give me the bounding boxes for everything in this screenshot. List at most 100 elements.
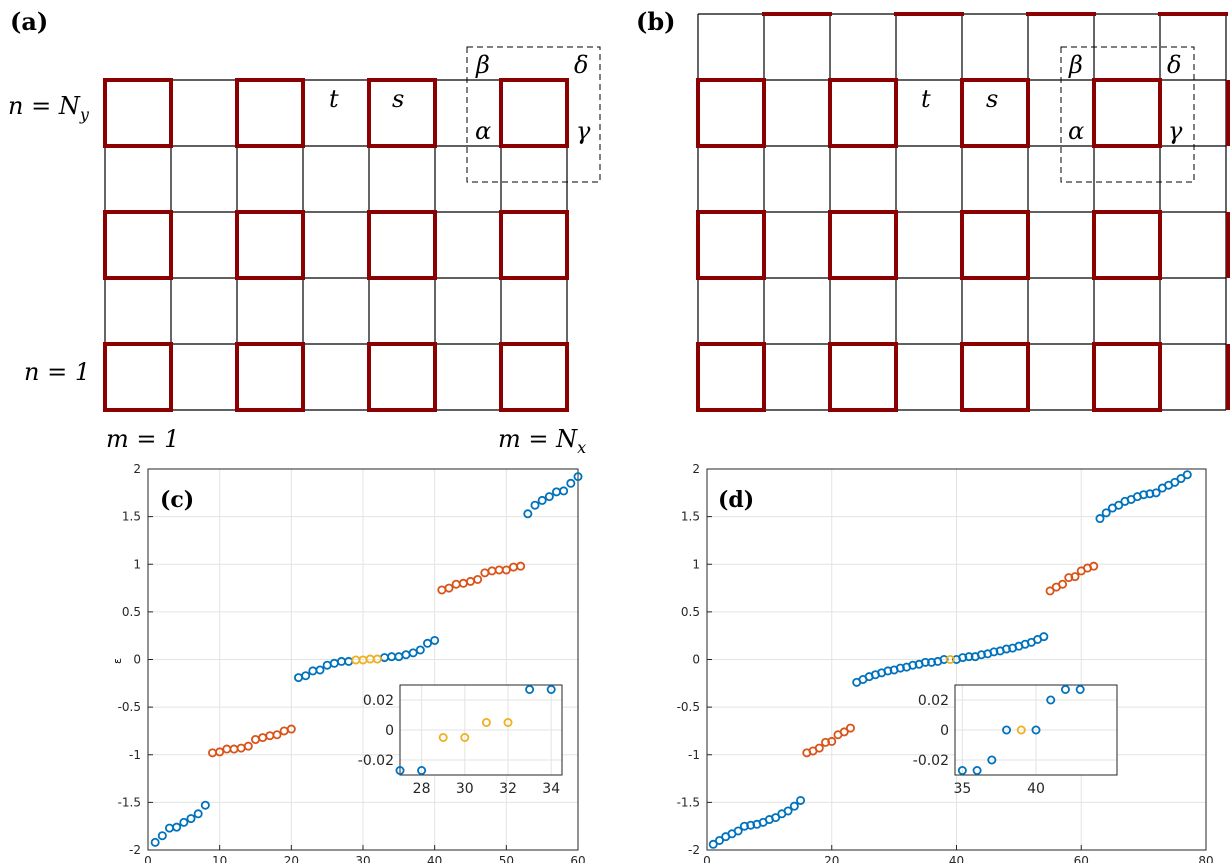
inset-x-tick-label: 34 <box>542 781 560 797</box>
data-point-blue <box>1039 632 1049 642</box>
y-tick-label: -1 <box>129 748 141 762</box>
plaquette <box>960 342 1030 412</box>
data-point-blue <box>157 831 167 841</box>
data-point-orange <box>814 743 824 753</box>
inset-point-yellow <box>481 718 491 728</box>
data-point-blue <box>789 801 799 811</box>
plaquette <box>1092 78 1162 148</box>
data-point-blue <box>430 635 440 645</box>
data-point-orange <box>215 747 225 757</box>
plaquette <box>696 342 766 412</box>
data-point-orange <box>1089 561 1099 571</box>
x-tick-label: 0 <box>144 854 152 863</box>
data-point-blue <box>573 472 583 482</box>
label-n-top: n = Ny <box>8 92 90 124</box>
data-point-orange <box>839 727 849 737</box>
inset-y-tick-label: 0.02 <box>918 693 949 709</box>
data-point-orange <box>827 736 837 746</box>
data-point-blue <box>939 655 949 665</box>
panel-label-a: (a) <box>10 7 48 36</box>
inset-point-yellow <box>438 733 448 743</box>
x-tick-label: 60 <box>1074 854 1089 863</box>
plaquette <box>960 78 1030 148</box>
data-point-blue <box>172 822 182 832</box>
data-point-blue <box>186 814 196 824</box>
plaquette <box>696 78 766 148</box>
data-point-blue <box>150 837 160 847</box>
data-point-blue <box>1176 474 1186 484</box>
x-tick-label: 80 <box>1198 854 1213 863</box>
y-tick-label: -1.5 <box>118 795 141 809</box>
data-point-orange <box>1058 579 1068 589</box>
y-tick-label: -0.5 <box>118 700 141 714</box>
plaquette <box>696 210 766 280</box>
inset-point-blue <box>1031 725 1041 735</box>
data-point-blue <box>1095 514 1105 524</box>
inset-point-blue <box>1002 725 1012 735</box>
data-point-orange <box>444 583 454 593</box>
inset-point-blue <box>972 766 982 776</box>
y-tick-label: 2 <box>692 462 700 476</box>
data-point-blue <box>1101 508 1111 518</box>
data-point-orange <box>243 741 253 751</box>
inset-point-blue <box>417 766 427 776</box>
x-tick-label: 20 <box>284 854 299 863</box>
data-point-blue <box>1182 470 1192 480</box>
chart-c: 0 10 20 30 40 50 60 -2 -1.5 -1 -0.5 0 0.5 1 1.5 2 28 30 32… <box>118 462 586 863</box>
plaquette <box>960 210 1030 280</box>
plaquette <box>828 210 898 280</box>
data-point-orange <box>516 561 526 571</box>
plaquette <box>235 210 305 280</box>
data-point-blue <box>315 665 325 675</box>
x-tick-label: 30 <box>355 854 370 863</box>
label-hop-t-b: t <box>921 85 931 113</box>
data-point-blue <box>796 795 806 805</box>
label-gamma-a: γ <box>576 117 591 145</box>
chart-d: 0 20 40 60 80 -2 -1.5 -1 -0.5 0 0.5 1 1.5 2 35 40 0.02 0 -… <box>677 462 1214 863</box>
data-point-blue <box>1151 488 1161 498</box>
inset: 28 30 32 34 0.02 0 -0.02 <box>358 684 563 797</box>
x-tick-label: 60 <box>570 854 585 863</box>
inset-x-tick-label: 28 <box>413 781 431 797</box>
data-point-blue <box>193 809 203 819</box>
label-beta-b: β <box>1068 51 1083 79</box>
x-tick-label: 0 <box>703 854 711 863</box>
inset-x-tick-label: 35 <box>953 781 971 797</box>
panel-label-b: (b) <box>636 7 676 36</box>
label-n-bottom: n = 1 <box>24 358 90 386</box>
y-tick-label: -2 <box>129 843 141 857</box>
inset-point-yellow <box>460 733 470 743</box>
inset-point-yellow <box>1016 725 1026 735</box>
plaquette <box>499 342 569 412</box>
inset-x-tick-label: 40 <box>1027 781 1045 797</box>
data-point-blue <box>415 645 425 655</box>
panel-label-d: (d) <box>718 487 754 513</box>
y-tick-label: 2 <box>133 462 141 476</box>
plaquette <box>235 78 305 148</box>
data-point-blue <box>714 835 724 845</box>
y-tick-label: 0 <box>692 653 700 667</box>
data-point-blue <box>530 500 540 510</box>
panel-label-c: (c) <box>160 487 194 513</box>
data-point-blue <box>422 638 432 648</box>
lattice-a <box>103 46 601 412</box>
inset-y-tick-label: 0 <box>940 723 949 739</box>
data-point-orange <box>501 565 511 575</box>
plaquette <box>367 210 437 280</box>
y-tick-label: -0.5 <box>677 700 700 714</box>
unit-cell-box <box>466 46 601 183</box>
label-m-right: m = Nx <box>498 425 586 457</box>
inset-point-blue <box>395 766 405 776</box>
y-tick-label: 1 <box>133 557 141 571</box>
y-tick-label: -1.5 <box>677 795 700 809</box>
x-tick-label: 50 <box>499 854 514 863</box>
y-tick-label: 1.5 <box>122 510 141 524</box>
data-point-orange <box>1070 572 1080 582</box>
data-point-blue <box>964 652 974 662</box>
plaquette <box>103 210 173 280</box>
label-delta-b: δ <box>1167 51 1181 79</box>
data-point-blue <box>179 817 189 827</box>
y-tick-label: -2 <box>688 843 700 857</box>
data-point-blue <box>544 492 554 502</box>
